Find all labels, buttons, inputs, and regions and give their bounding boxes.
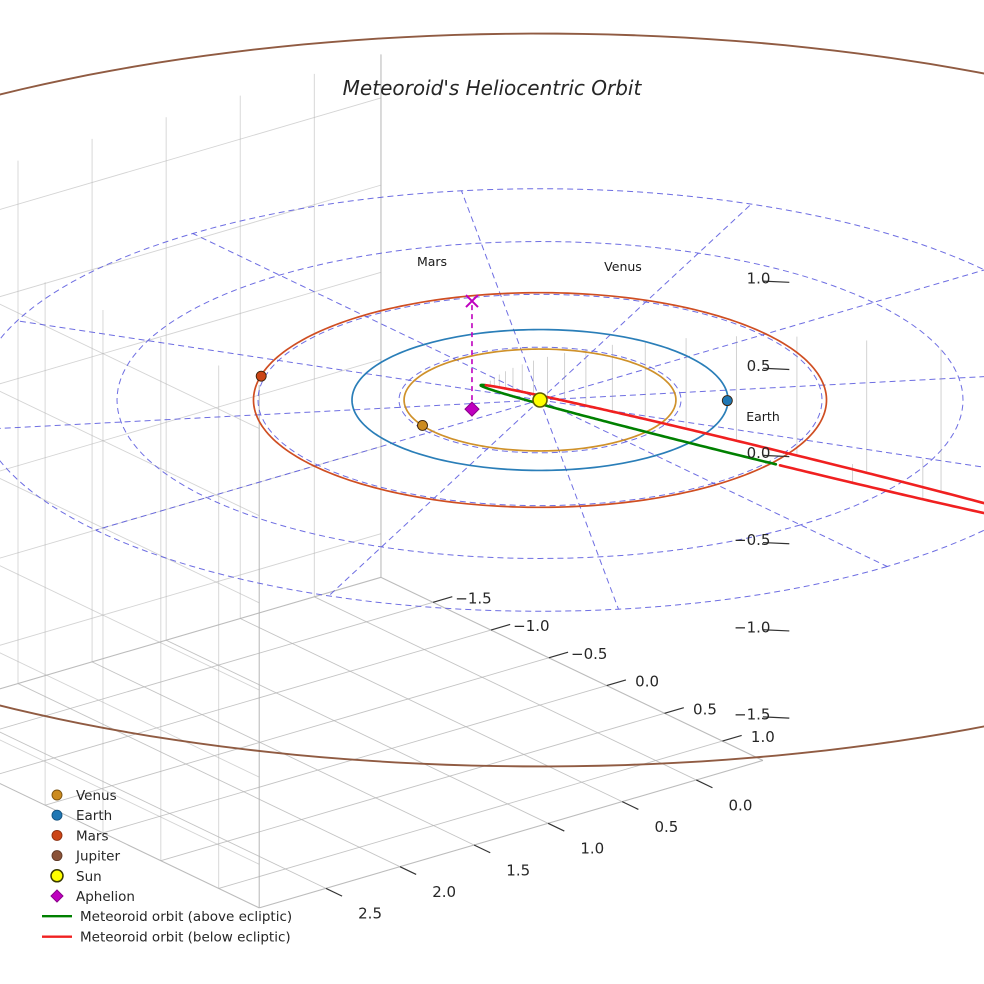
planet-text-labels: Mars Venus Earth xyxy=(417,254,780,424)
y-tick-label: 1.0 xyxy=(580,840,604,858)
y-tick-label: 0.5 xyxy=(654,818,678,836)
x-tick-label: 0.5 xyxy=(693,700,717,718)
z-tick-label: 0.0 xyxy=(747,444,771,462)
legend-marker-sun xyxy=(50,869,64,883)
mars-marker xyxy=(255,370,267,382)
z-tick-label: 1.0 xyxy=(747,270,771,288)
earth-marker xyxy=(721,395,733,407)
axes-box-gridlines xyxy=(0,54,764,909)
legend-label-sun: Sun xyxy=(76,869,102,885)
y-tick-label: 2.0 xyxy=(432,883,456,901)
legend-label-mars: Mars xyxy=(76,828,109,844)
meteoroid-orbit-path xyxy=(479,383,984,515)
legend: Venus Earth Mars Jupiter Sun Aphelion Meteoroi… xyxy=(42,788,292,946)
z-tick-label: 0.5 xyxy=(747,357,771,375)
legend-label-orbit: Meteoroid orbit (below ecliptic) xyxy=(80,930,291,946)
planet-orbit-paths xyxy=(0,32,984,768)
y-tick-label: 0.0 xyxy=(729,796,753,814)
x-tick-label: 0.0 xyxy=(635,673,659,691)
sun-marker xyxy=(532,392,548,408)
z-tick-label: −0.5 xyxy=(734,531,770,549)
planet-label-mars: Mars xyxy=(417,254,447,269)
planet-label-venus: Venus xyxy=(604,259,642,274)
legend-marker-jupiter xyxy=(51,850,63,862)
legend-marker-venus xyxy=(51,789,63,801)
y-tick-label: 1.5 xyxy=(506,861,530,879)
y-tick-label: 2.5 xyxy=(358,905,382,923)
z-tick-label: −1.5 xyxy=(734,705,770,723)
planet-label-earth: Earth xyxy=(746,409,780,424)
body-markers xyxy=(255,294,733,431)
page-title: Meteoroid's Heliocentric Orbit xyxy=(343,76,643,100)
legend-marker-aphelion xyxy=(50,889,64,903)
ecliptic-polar-grid xyxy=(0,188,984,612)
legend-label-jupiter: Jupiter xyxy=(75,849,120,865)
x-tick-label: 1.0 xyxy=(751,728,775,746)
x-tick-label: −1.0 xyxy=(513,617,549,635)
x-tick-label: −1.5 xyxy=(455,589,491,607)
z-tick-label: −1.0 xyxy=(734,618,770,636)
legend-marker-earth xyxy=(51,809,63,821)
orbit-drop-lines xyxy=(489,336,942,500)
legend-label-aphelion: Aphelion xyxy=(76,889,135,905)
x-tick-label: −0.5 xyxy=(571,645,607,663)
legend-label-orbit: Meteoroid orbit (above ecliptic) xyxy=(80,909,292,925)
aphelion-marker xyxy=(464,401,480,417)
legend-label-venus: Venus xyxy=(76,788,117,804)
venus-marker xyxy=(417,420,428,431)
axis-tick-labels: 1.0 0.5 0.0 −0.5 −1.0 −1.5 −1.5 −1.0 −0.5 0.0 0.5 1… xyxy=(325,270,790,923)
legend-label-earth: Earth xyxy=(76,808,112,824)
legend-marker-mars xyxy=(51,829,63,841)
